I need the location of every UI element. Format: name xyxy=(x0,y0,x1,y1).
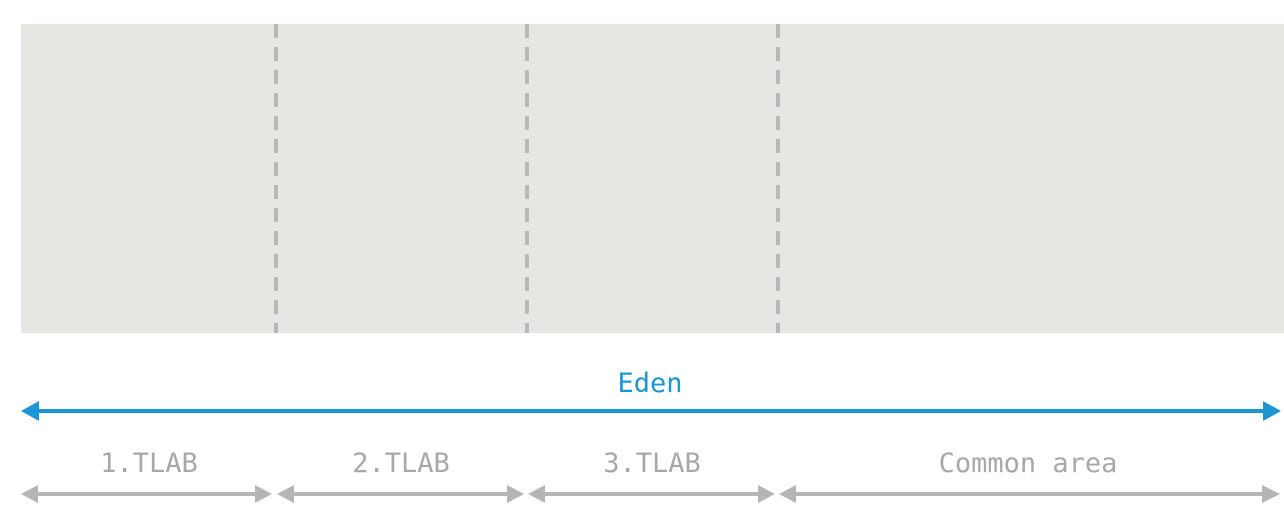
segment-arrow-3 xyxy=(528,485,775,503)
segment-arrow-2 xyxy=(277,485,524,503)
segment-label-4: Common area xyxy=(939,448,1118,479)
segment-label-3: 3.TLAB xyxy=(603,448,701,479)
eden-label: Eden xyxy=(617,368,682,399)
segment-label-1: 1.TLAB xyxy=(100,448,198,479)
segment-arrow-1 xyxy=(21,485,272,503)
segment-label-2: 2.TLAB xyxy=(352,448,450,479)
eden-region-block xyxy=(21,24,1284,333)
eden-arrow xyxy=(21,401,1281,421)
segment-arrow-4 xyxy=(779,485,1280,503)
